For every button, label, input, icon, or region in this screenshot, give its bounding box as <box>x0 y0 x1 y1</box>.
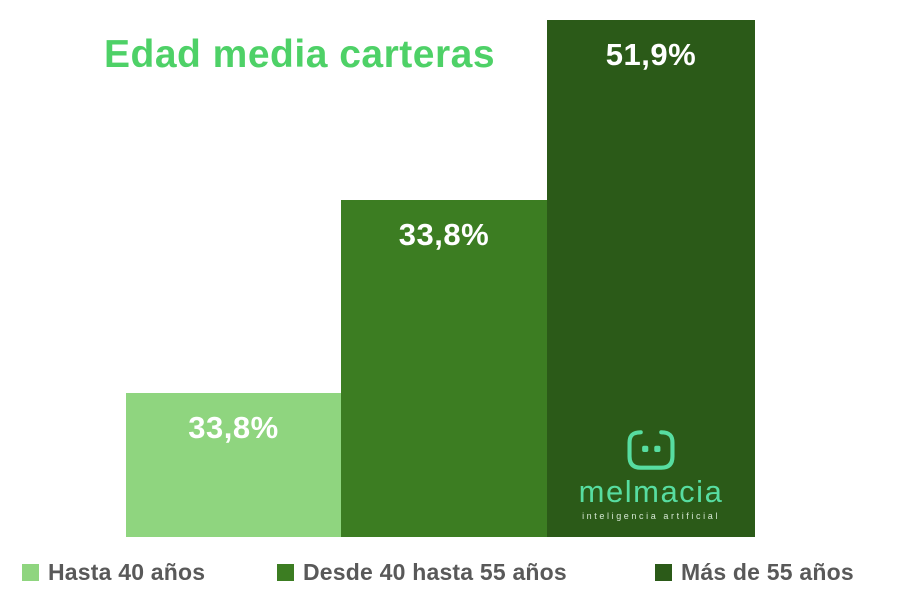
legend-item-desde-40-hasta-55: Desde 40 hasta 55 años <box>277 558 567 586</box>
bar-hasta-40-anos: 33,8% <box>126 393 341 537</box>
legend: Hasta 40 años Desde 40 hasta 55 años Más… <box>0 558 900 586</box>
bar-mas-de-55-anos: 51,9% melmacia inteligencia artificial <box>547 20 755 537</box>
legend-label: Más de 55 años <box>681 558 854 585</box>
legend-swatch-dark-green <box>655 563 672 581</box>
legend-label: Desde 40 hasta 55 años <box>303 558 567 585</box>
bar-value-label: 51,9% <box>605 37 697 72</box>
legend-swatch-medium-green <box>277 563 294 581</box>
legend-swatch-light-green <box>22 563 39 581</box>
robot-face-icon <box>627 430 675 470</box>
legend-item-mas-de-55: Más de 55 años <box>655 558 854 586</box>
legend-item-hasta-40: Hasta 40 años <box>22 558 205 586</box>
legend-label: Hasta 40 años <box>48 558 206 585</box>
logo-wordmark: melmacia <box>578 473 724 509</box>
bar-value-label: 33,8% <box>188 410 279 445</box>
bar-desde-40-hasta-55-anos: 33,8% <box>341 200 547 537</box>
chart-title: Edad media carteras <box>104 33 496 76</box>
melmacia-logo: melmacia inteligencia artificial <box>547 427 755 521</box>
bar-value-label: 33,8% <box>398 217 490 252</box>
logo-tagline: inteligencia artificial <box>582 511 720 521</box>
